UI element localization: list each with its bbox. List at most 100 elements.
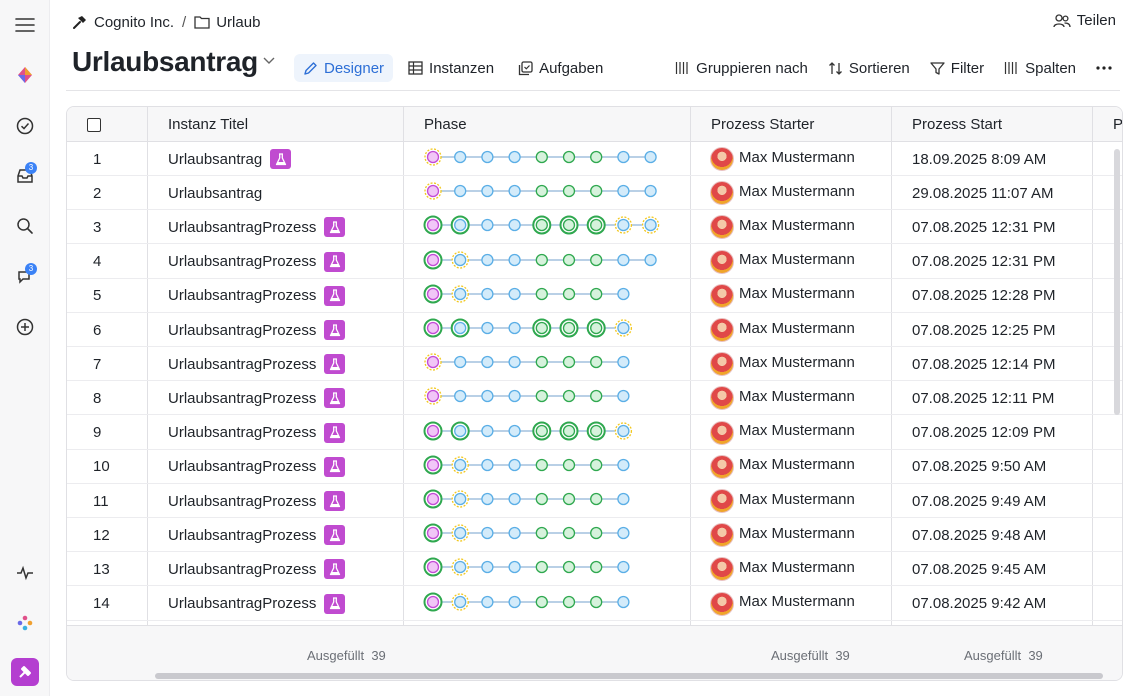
phase-node[interactable] — [508, 150, 521, 164]
phase-node[interactable] — [535, 527, 548, 540]
table-row[interactable]: 11 UrlaubsantragProzess Max Mustermann 07.0… — [67, 484, 1122, 518]
instance-title-cell[interactable]: UrlaubsantragProzess — [147, 587, 403, 621]
phase-node[interactable] — [508, 595, 521, 608]
filter-button[interactable]: Filter — [922, 54, 992, 82]
phase-node[interactable] — [481, 424, 494, 437]
phase-node[interactable] — [535, 185, 548, 198]
phase-node[interactable] — [424, 353, 442, 371]
starter-cell[interactable]: Max Mustermann — [690, 416, 891, 450]
phase-node[interactable] — [535, 492, 548, 506]
column-header-start[interactable]: Prozess Start — [912, 116, 1003, 133]
phase-node[interactable] — [562, 287, 576, 300]
column-header-next[interactable]: P — [1113, 116, 1123, 133]
phase-node[interactable] — [481, 595, 494, 608]
phase-node[interactable] — [562, 527, 576, 540]
sparkle-icon[interactable] — [9, 607, 41, 639]
phase-node[interactable] — [535, 356, 548, 369]
tab-instanzen[interactable]: Instanzen — [399, 54, 503, 82]
phase-node[interactable] — [451, 558, 469, 577]
diamond-logo-icon[interactable] — [9, 59, 41, 91]
phase-node[interactable] — [617, 253, 630, 266]
phase-node[interactable] — [590, 253, 603, 266]
phase-node[interactable] — [451, 285, 469, 303]
phase-node[interactable] — [481, 321, 494, 335]
chat-icon[interactable]: 3 — [9, 261, 41, 293]
phase-node[interactable] — [562, 390, 576, 403]
phase-node[interactable] — [451, 456, 469, 474]
phase-node[interactable] — [535, 287, 548, 300]
instance-title-cell[interactable]: UrlaubsantragProzess — [147, 484, 403, 518]
table-row[interactable]: 8 UrlaubsantragProzess Max Mustermann 07.08… — [67, 381, 1122, 416]
phase-node[interactable] — [586, 421, 606, 441]
sort-button[interactable]: Sortieren — [820, 54, 918, 82]
phase-node[interactable] — [590, 527, 603, 540]
phase-node[interactable] — [481, 185, 494, 198]
table-row[interactable]: 4 UrlaubsantragProzess Max Mustermann 07.08… — [67, 245, 1122, 279]
phase-node[interactable] — [481, 356, 494, 369]
phase-node[interactable] — [559, 421, 579, 441]
table-row[interactable]: 2 Urlaubsantrag Max Mustermann 29.08.2025 1… — [67, 176, 1122, 211]
phase-node[interactable] — [617, 527, 630, 540]
starter-cell[interactable]: Max Mustermann — [690, 279, 891, 313]
starter-cell[interactable]: Max Mustermann — [690, 484, 891, 518]
phase-node[interactable] — [617, 561, 630, 574]
phase-node[interactable] — [562, 356, 576, 369]
phase-node[interactable] — [617, 595, 630, 608]
table-row[interactable]: 12 UrlaubsantragProzess Max Mustermann 07.0… — [67, 518, 1122, 553]
columns-button[interactable]: Spalten — [996, 54, 1084, 82]
phase-node[interactable] — [481, 458, 494, 471]
phase-node[interactable] — [641, 216, 660, 235]
instance-title-cell[interactable]: UrlaubsantragProzess — [147, 416, 403, 450]
phase-node[interactable] — [617, 390, 630, 403]
instance-title-cell[interactable]: UrlaubsantragProzess — [147, 518, 403, 552]
starter-cell[interactable]: Max Mustermann — [690, 587, 891, 621]
starter-cell[interactable]: Max Mustermann — [690, 518, 891, 552]
phase-node[interactable] — [590, 492, 603, 506]
phase-node[interactable] — [423, 215, 443, 235]
phase-node[interactable] — [562, 253, 576, 266]
starter-cell[interactable]: Max Mustermann — [690, 450, 891, 484]
menu-icon[interactable] — [9, 9, 41, 41]
phase-node[interactable] — [450, 318, 470, 338]
phase-node[interactable] — [562, 185, 576, 198]
table-row[interactable]: 3 UrlaubsantragProzess Max Mustermann 07.08… — [67, 210, 1122, 245]
breadcrumb-workspace[interactable]: Cognito Inc. — [94, 13, 175, 31]
phase-node[interactable] — [559, 215, 579, 235]
phase-node[interactable] — [454, 356, 467, 369]
share-button[interactable]: Teilen — [1053, 12, 1116, 29]
breadcrumb-folder[interactable]: Urlaub — [216, 13, 261, 31]
horizontal-scrollbar[interactable] — [155, 673, 1103, 679]
phase-node[interactable] — [586, 215, 606, 235]
phase-node[interactable] — [423, 455, 443, 475]
instance-title-cell[interactable]: UrlaubsantragProzess — [147, 381, 403, 415]
table-row[interactable]: 1 Urlaubsantrag Max Mustermann 18.09.2025 8… — [67, 142, 1122, 176]
starter-cell[interactable]: Max Mustermann — [690, 142, 891, 176]
column-header-phase[interactable]: Phase — [424, 116, 467, 133]
phase-node[interactable] — [508, 219, 521, 232]
add-circle-icon[interactable] — [9, 311, 41, 343]
phase-node[interactable] — [423, 250, 443, 270]
instance-title-cell[interactable]: UrlaubsantragProzess — [147, 279, 403, 313]
phase-node[interactable] — [617, 185, 630, 198]
phase-node[interactable] — [590, 287, 603, 300]
starter-cell[interactable]: Max Mustermann — [690, 381, 891, 415]
phase-node[interactable] — [508, 253, 521, 266]
phase-node[interactable] — [481, 219, 494, 232]
phase-node[interactable] — [481, 390, 494, 403]
phase-node[interactable] — [562, 561, 576, 574]
instance-title-cell[interactable]: UrlaubsantragProzess — [147, 347, 403, 381]
search-icon[interactable] — [9, 210, 41, 242]
column-header-starter[interactable]: Prozess Starter — [711, 116, 815, 133]
starter-cell[interactable]: Max Mustermann — [690, 176, 891, 210]
phase-node[interactable] — [450, 421, 470, 441]
phase-node[interactable] — [481, 253, 494, 266]
phase-node[interactable] — [423, 592, 443, 612]
phase-node[interactable] — [590, 390, 603, 403]
phase-node[interactable] — [614, 421, 633, 440]
phase-node[interactable] — [454, 185, 467, 198]
phase-node[interactable] — [535, 150, 548, 164]
phase-node[interactable] — [508, 185, 521, 198]
phase-node[interactable] — [423, 523, 443, 543]
group-by-button[interactable]: Gruppieren nach — [667, 54, 816, 82]
tab-designer[interactable]: Designer — [294, 54, 394, 82]
